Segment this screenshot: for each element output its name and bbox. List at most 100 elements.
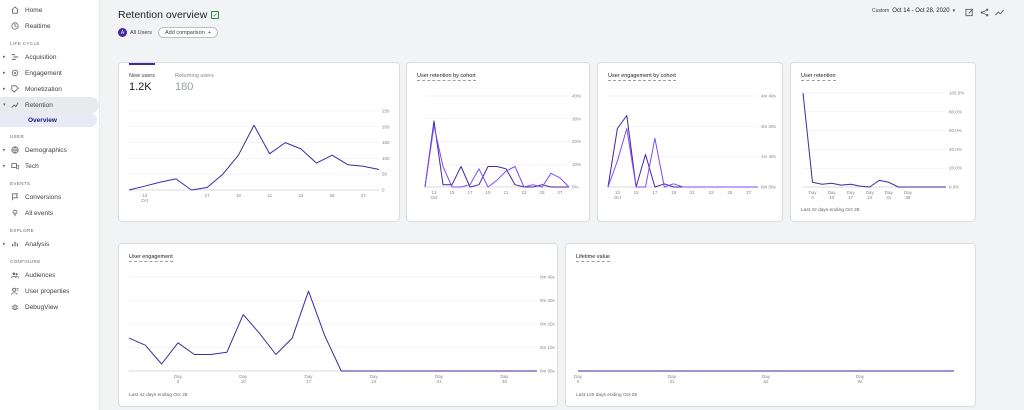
tab-new-users[interactable]: New users 1.2K bbox=[129, 63, 155, 93]
series-line[interactable] bbox=[128, 124, 380, 191]
all-users-label: All Users bbox=[130, 29, 153, 36]
y-tick-label: 0.0% bbox=[949, 185, 959, 190]
new-users-card: New users 1.2K Returning users 180 250 20… bbox=[118, 62, 400, 222]
devices-icon bbox=[10, 162, 19, 171]
sidebar-item-realtime[interactable]: Realtime bbox=[0, 18, 99, 34]
x-tick-sublabel: 17 bbox=[306, 379, 312, 384]
person-icon bbox=[10, 287, 19, 296]
y-tick-label: 0% bbox=[572, 185, 579, 190]
x-tick-label: 19 bbox=[671, 190, 677, 195]
series-line[interactable] bbox=[128, 290, 537, 372]
sidebar-item-analysis[interactable]: ▸ Analysis bbox=[0, 236, 99, 252]
y-tick-label: 1m 40s bbox=[761, 154, 777, 159]
x-tick-sublabel: Oct bbox=[614, 195, 622, 200]
sidebar-item-label: Realtime bbox=[25, 22, 51, 30]
sidebar-item-audiences[interactable]: Audiences bbox=[0, 267, 99, 283]
sidebar-item-retention[interactable]: ▾ Retention bbox=[0, 97, 99, 113]
sidebar-item-user-properties[interactable]: User properties bbox=[0, 283, 99, 299]
flag-icon bbox=[10, 193, 19, 202]
x-tick-label: 15 bbox=[634, 190, 640, 195]
x-tick-sublabel: 24 bbox=[371, 379, 377, 384]
users-tabs: New users 1.2K Returning users 180 bbox=[129, 63, 214, 93]
home-icon bbox=[10, 6, 19, 15]
series-line[interactable] bbox=[607, 128, 758, 188]
x-tick-label: Day bbox=[856, 374, 865, 379]
y-tick-label: 0m 10s bbox=[540, 345, 556, 350]
y-tick-label: 80.0% bbox=[949, 109, 962, 114]
y-tick-label: 40.0% bbox=[949, 147, 962, 152]
x-tick-label: Day bbox=[904, 190, 913, 195]
sidebar-item-retention-overview[interactable]: Overview bbox=[0, 113, 97, 127]
sidebar-item-label: All events bbox=[25, 209, 54, 217]
page-title: Retention overview ✓ bbox=[118, 9, 220, 21]
y-tick-label: 0 bbox=[382, 188, 385, 193]
x-tick-label: 25 bbox=[539, 190, 545, 195]
sidebar-item-label: DebugView bbox=[25, 303, 59, 311]
card-title: Lifetime value bbox=[576, 254, 610, 262]
section-label-configure: CONFIGURE bbox=[10, 259, 41, 264]
chevron-down-icon: ▾ bbox=[952, 8, 956, 14]
segment-badge: A bbox=[118, 28, 127, 37]
date-range-picker[interactable]: Custom Oct 14 - Oct 28, 2020 ▾ bbox=[872, 8, 955, 14]
sidebar-item-label: Acquisition bbox=[25, 53, 57, 61]
y-tick-label: 100.0% bbox=[949, 91, 964, 96]
x-tick-label: Day bbox=[828, 190, 837, 195]
x-tick-label: Day bbox=[885, 190, 894, 195]
engagement-icon bbox=[10, 69, 19, 78]
card-footer: Last 42 days ending Oct 28 bbox=[801, 208, 860, 213]
x-tick-sublabel: 3 bbox=[177, 379, 180, 384]
insights-icon[interactable] bbox=[995, 8, 1004, 17]
sidebar-item-monetization[interactable]: ▸ Monetization bbox=[0, 81, 99, 97]
series-line[interactable] bbox=[424, 120, 569, 188]
x-tick-sublabel: 10 bbox=[241, 379, 247, 384]
sidebar-item-conversions[interactable]: Conversions bbox=[0, 189, 99, 205]
share-icon[interactable] bbox=[980, 8, 989, 17]
sidebar-item-demographics[interactable]: ▸ Demographics bbox=[0, 142, 99, 158]
series-line[interactable] bbox=[802, 92, 946, 188]
section-label-events: EVENTS bbox=[10, 181, 31, 186]
y-tick-label: 0m 20s bbox=[540, 322, 556, 327]
card-footer: Last 120 days ending Oct 28 bbox=[576, 393, 638, 398]
sidebar-item-engagement[interactable]: ▸ Engagement bbox=[0, 65, 99, 81]
sidebar: Home Realtime LIFE CYCLE ▸ Acquisition ▸… bbox=[0, 0, 100, 410]
x-tick-label: Day bbox=[435, 374, 444, 379]
x-tick-sublabel: 10 bbox=[829, 195, 835, 200]
x-tick-sublabel: 62 bbox=[763, 379, 769, 384]
y-tick-label: 20.0% bbox=[949, 166, 962, 171]
tab-new-users-label: New users bbox=[129, 73, 155, 79]
y-tick-label: 150 bbox=[382, 140, 390, 145]
sidebar-item-all-events[interactable]: All events bbox=[0, 205, 99, 221]
touch-icon bbox=[10, 209, 19, 218]
add-comparison-button[interactable]: Add comparison + bbox=[158, 27, 218, 38]
x-tick-sublabel: 31 bbox=[437, 379, 443, 384]
x-tick-label: Day bbox=[370, 374, 379, 379]
x-tick-label: 17 bbox=[652, 190, 658, 195]
check-badge-icon[interactable]: ✓ bbox=[211, 11, 220, 19]
sidebar-item-label: User properties bbox=[25, 287, 70, 295]
retention-icon bbox=[10, 101, 19, 110]
x-tick-label: 27 bbox=[746, 190, 752, 195]
tab-returning-users[interactable]: Returning users 180 bbox=[175, 63, 214, 93]
sidebar-item-debugview[interactable]: DebugView bbox=[0, 299, 99, 315]
y-tick-label: 40% bbox=[572, 94, 581, 99]
x-tick-sublabel: 38 bbox=[502, 379, 508, 384]
x-tick-label: 27 bbox=[361, 193, 367, 198]
lifetime-value-card: Lifetime value Day 0 Day 31 Day 62 Day 92 Last … bbox=[565, 243, 976, 407]
all-users-chip[interactable]: A All Users bbox=[118, 28, 152, 37]
x-tick-label: 15 bbox=[449, 190, 455, 195]
x-tick-label: 17 bbox=[467, 190, 473, 195]
sidebar-item-tech[interactable]: ▸ Tech bbox=[0, 158, 99, 174]
x-tick-label: 23 bbox=[521, 190, 527, 195]
sidebar-item-home[interactable]: Home bbox=[0, 2, 99, 18]
x-tick-label: Day bbox=[174, 374, 183, 379]
caret-right-icon: ▸ bbox=[3, 54, 6, 60]
y-tick-label: 3m 00s bbox=[761, 124, 777, 129]
edit-report-icon[interactable] bbox=[965, 8, 974, 17]
series-line[interactable] bbox=[424, 125, 570, 188]
user-engagement-card: User engagement 0m 40s 0m 30s 0m 20s 0m 10s… bbox=[118, 243, 558, 407]
sidebar-item-acquisition[interactable]: ▸ Acquisition bbox=[0, 49, 99, 65]
comparison-chips: A All Users Add comparison + bbox=[118, 27, 218, 38]
y-tick-label: 0m 00s bbox=[540, 369, 556, 374]
tab-returning-users-label: Returning users bbox=[174, 73, 214, 79]
